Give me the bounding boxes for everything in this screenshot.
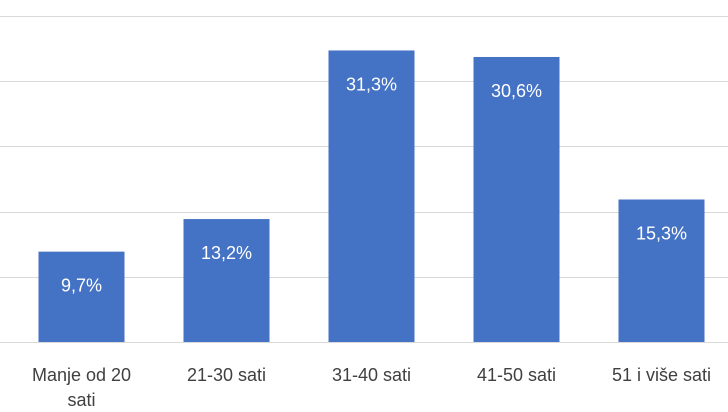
data-label-3: 31,3% bbox=[346, 74, 397, 94]
data-label-4: 30,6% bbox=[491, 81, 542, 101]
category-label-line: sati bbox=[67, 390, 95, 410]
data-label-2: 13,2% bbox=[201, 243, 252, 263]
bar-3 bbox=[328, 50, 415, 342]
data-labels: 9,7% 13,2% 31,3% 30,6% 15,3% bbox=[61, 74, 687, 295]
category-label-2: 21-30 sati bbox=[187, 365, 266, 385]
data-label-1: 9,7% bbox=[61, 276, 102, 296]
bar-1 bbox=[38, 251, 125, 342]
category-label-line: Manje od 20 bbox=[32, 365, 131, 385]
category-label-line: 51 i više sati bbox=[612, 365, 711, 385]
category-label-4: 41-50 sati bbox=[477, 365, 556, 385]
category-label-line: 31-40 sati bbox=[332, 365, 411, 385]
category-label-1: Manje od 20 sati bbox=[32, 365, 131, 410]
bars bbox=[38, 50, 705, 343]
category-label-line: 21-30 sati bbox=[187, 365, 266, 385]
bar-4 bbox=[473, 56, 560, 343]
bar-5 bbox=[618, 199, 705, 342]
category-label-5: 51 i više sati bbox=[612, 365, 711, 385]
category-label-line: 41-50 sati bbox=[477, 365, 556, 385]
bar-2 bbox=[183, 219, 270, 342]
category-label-3: 31-40 sati bbox=[332, 365, 411, 385]
data-label-5: 15,3% bbox=[636, 223, 687, 243]
category-axis: Manje od 20 sati 21-30 sati 31-40 sati 41-50… bbox=[32, 365, 711, 410]
